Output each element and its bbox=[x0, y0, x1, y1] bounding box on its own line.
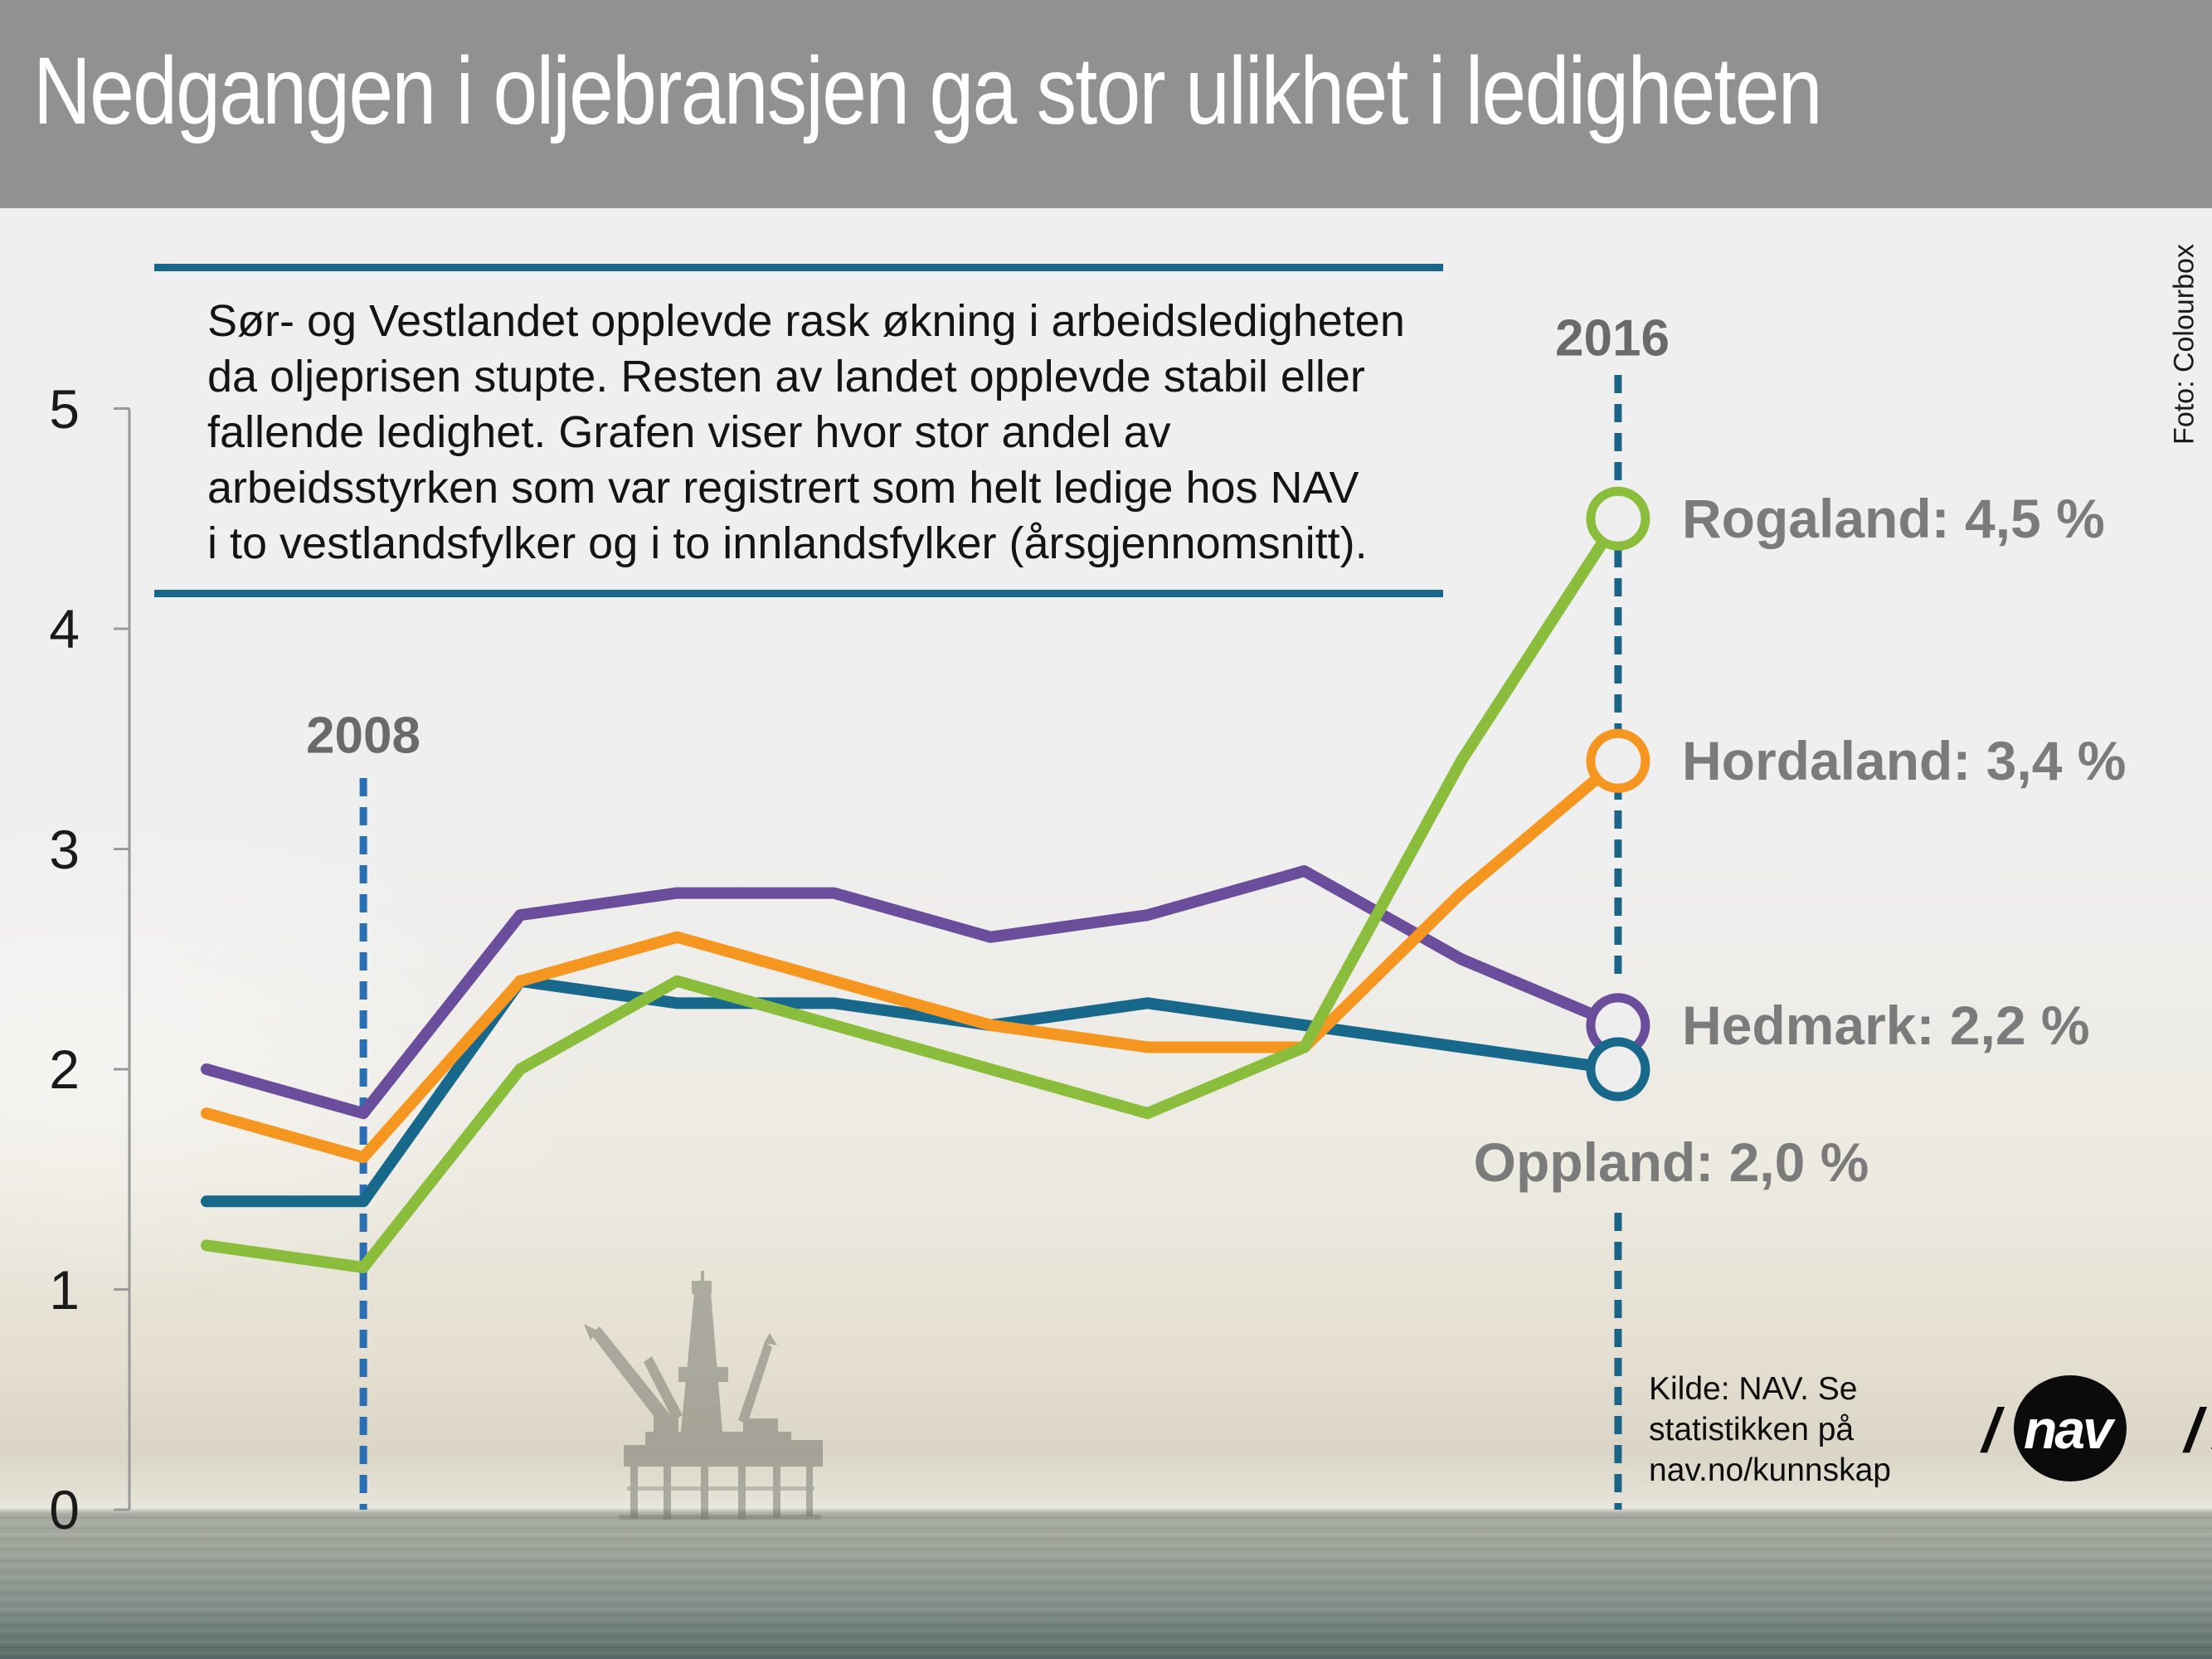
y-tick-0: 0 bbox=[49, 1479, 80, 1540]
series-label-oppland: Oppland: 2,0 % bbox=[1473, 1131, 1869, 1193]
description-rule-top bbox=[154, 264, 1443, 271]
y-axis bbox=[114, 407, 131, 1511]
source-note: Kilde: NAV. Se statistikken på nav.no/ku… bbox=[1649, 1371, 1891, 1488]
series-endpoint-rings bbox=[1586, 486, 1650, 1102]
oil-platform-silhouette bbox=[584, 1271, 823, 1520]
series-label-rogaland: Rogaland: 4,5 % bbox=[1682, 488, 2105, 550]
y-tick-3: 3 bbox=[49, 818, 80, 880]
y-tick-2: 2 bbox=[49, 1039, 80, 1100]
y-tick-5: 5 bbox=[49, 377, 80, 440]
y-tick-4: 4 bbox=[49, 598, 80, 659]
year-label-2016: 2016 bbox=[1555, 309, 1670, 367]
chart-description: Sør- og Vestlandet opplevde rask økning … bbox=[207, 296, 1405, 568]
data-series-lines bbox=[201, 513, 1624, 1273]
series-label-hordaland: Hordaland: 3,4 % bbox=[1682, 730, 2127, 792]
y-tick-1: 1 bbox=[49, 1258, 80, 1321]
nav-logo-wordmark: nav bbox=[2024, 1399, 2113, 1460]
year-marker-lines bbox=[359, 375, 1622, 1510]
photo-credit: Foto: Colourbox bbox=[2168, 244, 2200, 445]
nav-logo-disc bbox=[2014, 1375, 2127, 1481]
series-label-hedmark: Hedmark: 2,2 % bbox=[1682, 994, 2090, 1056]
nav-logo-slash-right-1: / bbox=[2185, 1396, 2202, 1465]
nav-logo: / nav / / bbox=[1982, 1369, 2212, 1493]
year-label-2008: 2008 bbox=[306, 707, 421, 765]
page-title: Nedgangen i oljebransjen ga stor ulikhet… bbox=[33, 38, 1822, 144]
title-bar: Nedgangen i oljebransjen ga stor ulikhet… bbox=[0, 0, 2212, 208]
description-rule-bottom bbox=[154, 590, 1443, 597]
nav-logo-slash-left: / bbox=[1982, 1396, 2000, 1465]
